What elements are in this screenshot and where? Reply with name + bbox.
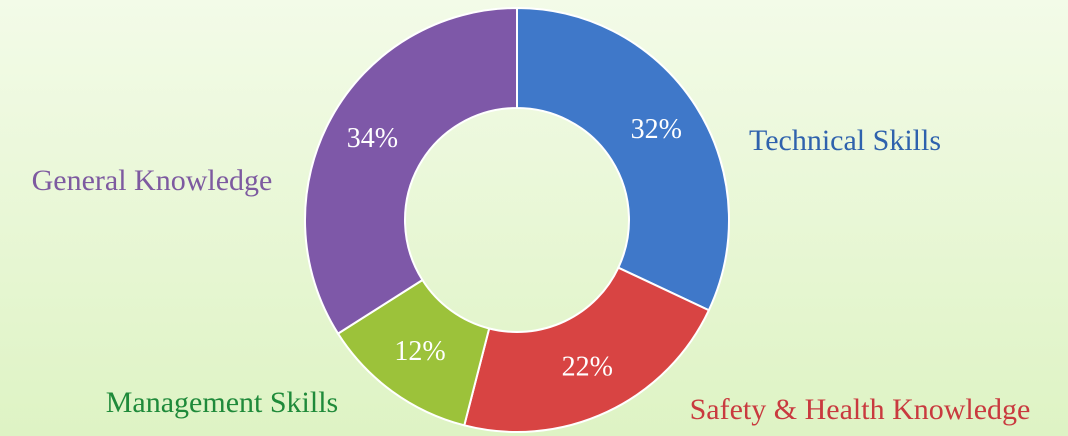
donut-slice [516,6,730,312]
category-label: Management Skills [106,386,338,419]
value-label: 34% [347,123,398,154]
category-label: Safety & Health Knowledge [690,393,1031,426]
category-label: General Knowledge [32,164,273,197]
value-label: 22% [562,352,613,383]
value-label: 12% [394,336,445,367]
donut-slice [463,266,711,433]
category-label: Technical Skills [749,124,941,157]
value-label: 32% [631,114,682,145]
donut-slice [304,6,518,335]
